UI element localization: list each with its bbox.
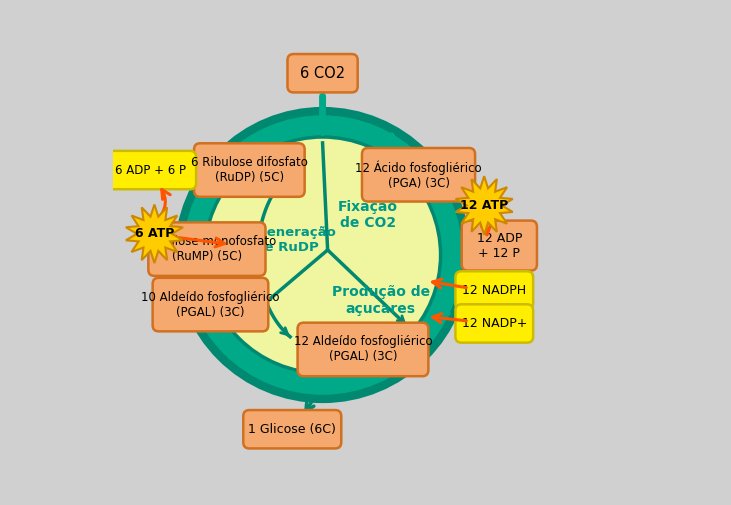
- Polygon shape: [455, 176, 512, 235]
- Circle shape: [183, 116, 462, 394]
- Text: 12 NADP+: 12 NADP+: [461, 317, 527, 330]
- Text: 12 ADP
+ 12 P: 12 ADP + 12 P: [477, 232, 522, 260]
- FancyBboxPatch shape: [194, 143, 305, 197]
- FancyBboxPatch shape: [462, 221, 537, 271]
- FancyBboxPatch shape: [148, 222, 265, 276]
- FancyBboxPatch shape: [455, 305, 533, 343]
- Text: 12 Aldeído fosfogliérico
(PGAL) (3C): 12 Aldeído fosfogliérico (PGAL) (3C): [294, 335, 432, 364]
- Text: 6 Ribulose difosfato
(RuDP) (5C): 6 Ribulose difosfato (RuDP) (5C): [191, 156, 308, 184]
- FancyBboxPatch shape: [153, 278, 268, 331]
- Polygon shape: [126, 205, 183, 263]
- Circle shape: [178, 111, 466, 399]
- Text: 12 Ácido fosfogliérico
(PGA) (3C): 12 Ácido fosfogliérico (PGA) (3C): [355, 160, 482, 189]
- Text: Produção de
açucares: Produção de açucares: [332, 285, 430, 316]
- Circle shape: [205, 137, 441, 373]
- FancyBboxPatch shape: [243, 410, 341, 448]
- Text: 12 ATP: 12 ATP: [460, 199, 508, 212]
- Text: 6 CO2: 6 CO2: [300, 66, 345, 81]
- Text: Regeneração
de RuDP: Regeneração de RuDP: [238, 226, 336, 254]
- FancyBboxPatch shape: [362, 148, 475, 201]
- Text: 6 ATP: 6 ATP: [135, 227, 174, 240]
- FancyBboxPatch shape: [298, 323, 428, 376]
- FancyBboxPatch shape: [455, 271, 533, 310]
- FancyBboxPatch shape: [287, 54, 357, 92]
- Text: 10 Aldeído fosfogliérico
(PGAL) (3C): 10 Aldeído fosfogliérico (PGAL) (3C): [141, 290, 280, 319]
- Text: 1 Glicose (6C): 1 Glicose (6C): [249, 423, 336, 436]
- Text: Fixação
de CO2: Fixação de CO2: [338, 199, 398, 230]
- Text: 12 NADPH: 12 NADPH: [462, 284, 526, 297]
- FancyBboxPatch shape: [106, 151, 196, 189]
- Text: 6 Ribulose monofosfato
(RuMP) (5C): 6 Ribulose monofosfato (RuMP) (5C): [137, 235, 276, 263]
- Text: 6 ADP + 6 P: 6 ADP + 6 P: [115, 164, 186, 177]
